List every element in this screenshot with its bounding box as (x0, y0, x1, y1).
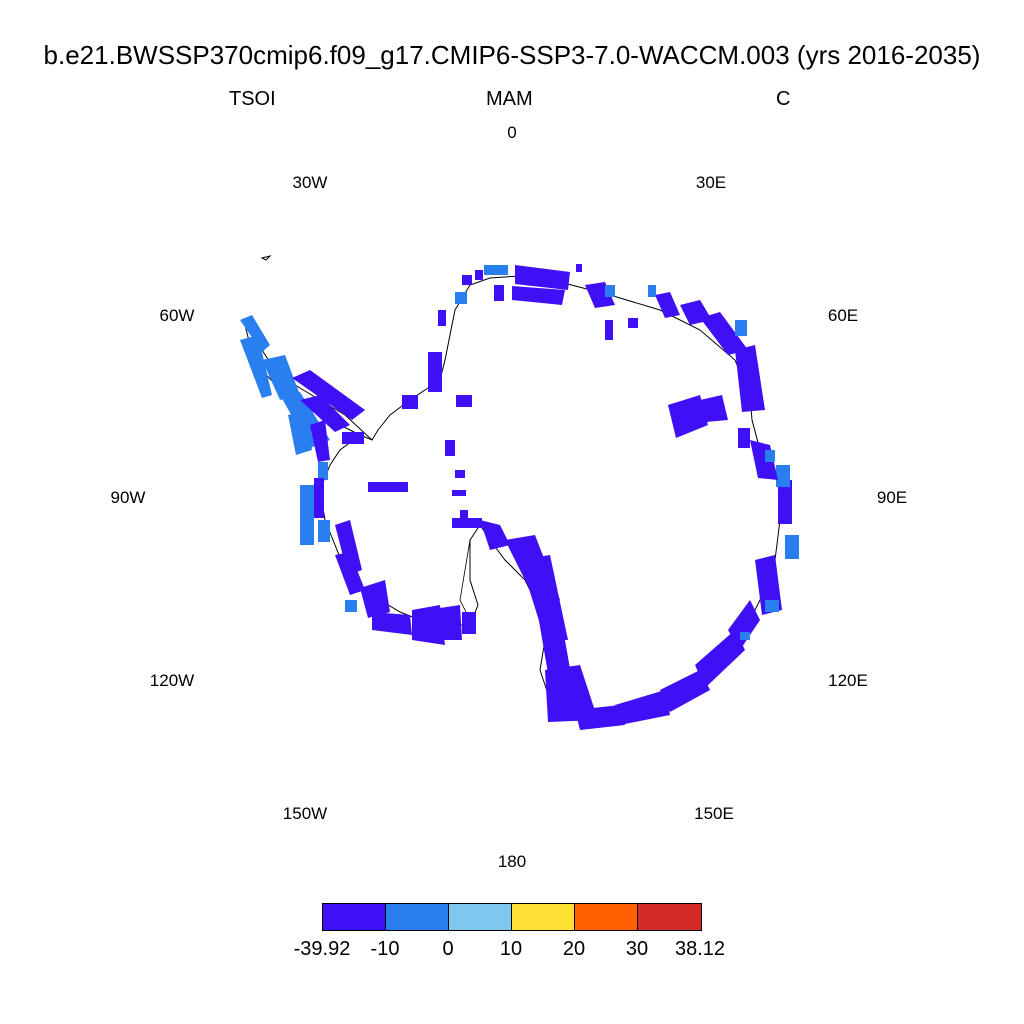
cell (648, 285, 656, 297)
cell (615, 690, 670, 725)
lon-label-180: 180 (497, 852, 527, 871)
cell (310, 420, 330, 462)
cell (765, 450, 775, 462)
cell (372, 612, 412, 635)
colorbar-label-min: -39.92 (293, 938, 351, 960)
colorbar-bin-6 (637, 903, 702, 931)
cell (360, 580, 390, 618)
lon-label-30e: 30E (695, 173, 727, 192)
cell (368, 482, 408, 492)
cell (240, 335, 272, 398)
lon-label-60w: 60W (159, 306, 195, 325)
cell (655, 292, 680, 318)
cell (262, 355, 300, 400)
cell (318, 462, 328, 480)
cell (776, 465, 790, 487)
lon-label-0: 0 (507, 123, 517, 142)
variable-label: TSOI (229, 88, 276, 110)
colorbar-bin-2 (385, 903, 449, 931)
cell (494, 285, 504, 301)
cell (545, 665, 598, 722)
cell (480, 520, 510, 550)
cell (445, 440, 455, 456)
colorbar (322, 903, 702, 933)
lon-label-90e: 90E (876, 488, 908, 507)
cell (538, 612, 572, 685)
plot-title: b.e21.BWSSP370cmip6.f09_g17.CMIP6-SSP3-7… (43, 40, 981, 70)
cell (605, 285, 615, 297)
lon-label-120w: 120W (149, 671, 195, 690)
cell (455, 470, 465, 478)
cell (740, 632, 750, 640)
cell (778, 480, 792, 524)
cell (515, 265, 570, 290)
colorbar-bin-3 (448, 903, 512, 931)
cell (345, 600, 357, 612)
cell (462, 612, 476, 634)
cell (765, 600, 779, 612)
cell (462, 275, 472, 285)
cell (605, 320, 613, 340)
cell (785, 535, 799, 559)
lon-label-90w: 90W (110, 488, 146, 507)
cell (292, 370, 365, 420)
cell (738, 428, 750, 448)
colorbar-label-10: 10 (499, 938, 523, 960)
small-island (260, 255, 272, 261)
ross-ice-shelf (459, 539, 471, 621)
cell (700, 395, 728, 422)
tsoi-field-cells (240, 264, 799, 730)
cell (342, 432, 364, 444)
cell (240, 315, 270, 352)
cell (438, 310, 446, 326)
cell (300, 395, 350, 432)
cell (455, 292, 467, 304)
colorbar-bin-4 (511, 903, 575, 931)
cell (402, 395, 418, 409)
cell (318, 520, 330, 542)
cell (484, 265, 508, 275)
cell (628, 318, 638, 328)
cell (668, 395, 708, 438)
cell (428, 352, 442, 392)
cell (288, 412, 312, 455)
cell (735, 345, 765, 412)
cell (728, 600, 760, 650)
season-label: MAM (486, 88, 533, 110)
lon-label-120e: 120E (828, 671, 868, 690)
cell (512, 286, 565, 305)
cell (735, 320, 747, 336)
cell (335, 552, 365, 595)
colorbar-bin-1 (322, 903, 386, 931)
colorbar-label-minus10: -10 (370, 938, 400, 960)
colorbar-label-30: 30 (625, 938, 649, 960)
units-label: C (776, 88, 791, 110)
lon-label-150w: 150W (282, 804, 328, 823)
colorbar-label-max: 38.12 (674, 938, 726, 960)
lon-label-150e: 150E (694, 804, 734, 823)
cell (412, 605, 445, 645)
cell (335, 520, 362, 575)
cell (452, 518, 482, 528)
cell (660, 670, 710, 712)
colorbar-bin-5 (574, 903, 638, 931)
cell (475, 270, 483, 280)
lon-label-60e: 60E (827, 306, 859, 325)
cell (314, 478, 324, 518)
cell (456, 395, 472, 407)
cell (440, 605, 462, 640)
cell (575, 705, 625, 730)
cell (300, 485, 314, 545)
lon-label-30w: 30W (292, 173, 328, 192)
colorbar-label-20: 20 (562, 938, 586, 960)
cell (452, 490, 466, 496)
colorbar-label-0: 0 (442, 938, 454, 960)
cell (460, 510, 468, 520)
cell (576, 264, 582, 272)
cell (700, 312, 748, 355)
cell (680, 300, 712, 325)
cell (712, 650, 728, 666)
